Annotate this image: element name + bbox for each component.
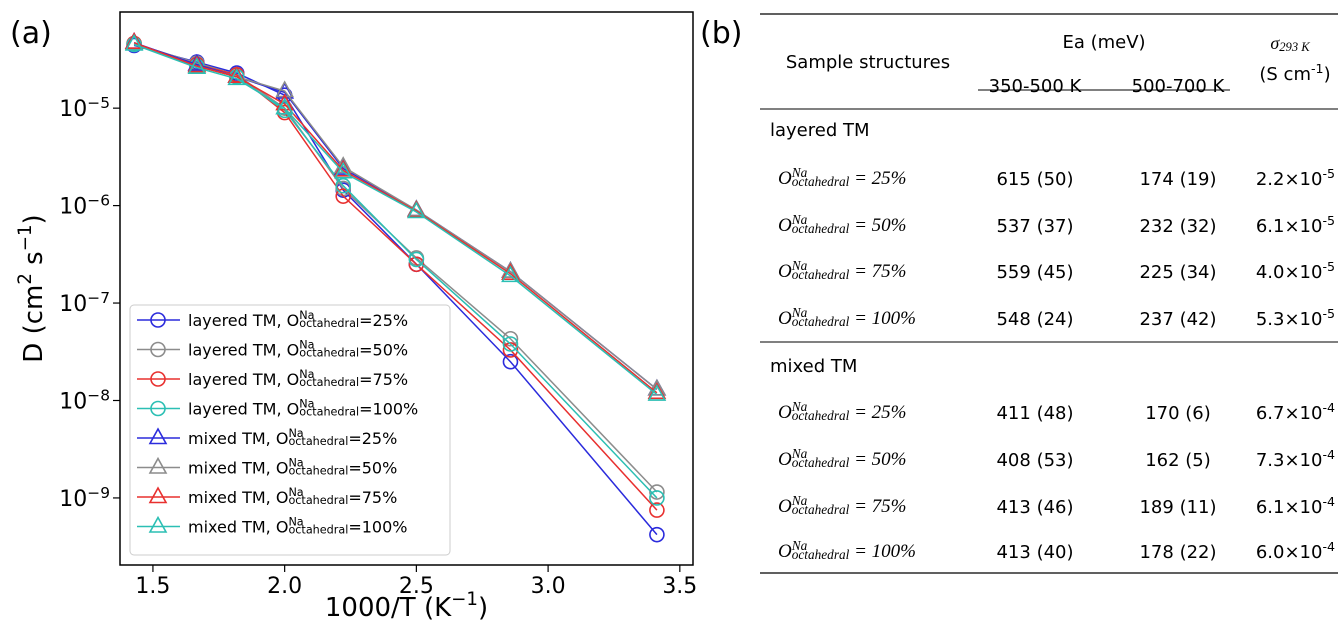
marker — [335, 188, 351, 204]
table-cell: 413 (46) — [996, 497, 1073, 518]
table-header: 350-500 K — [989, 76, 1083, 97]
legend-marker — [150, 312, 166, 328]
table-cell: 548 (24) — [996, 309, 1073, 330]
marker — [407, 201, 426, 219]
table-cell: 225 (34) — [1139, 262, 1216, 283]
x-tick-label: 1.5 — [135, 574, 170, 599]
table-cell: 232 (32) — [1139, 216, 1216, 237]
marker — [408, 251, 425, 268]
legend-marker — [150, 371, 166, 387]
marker — [227, 66, 247, 84]
table-cell: 189 (11) — [1139, 497, 1216, 518]
table-cell: 170 (6) — [1145, 403, 1211, 424]
table-header: (S cm-1) — [1259, 61, 1330, 85]
marker — [502, 342, 519, 358]
legend-marker — [148, 486, 168, 504]
table-cell: 6.1×10-4 — [1256, 494, 1335, 518]
x-tick-label: 3.0 — [531, 574, 566, 599]
table-cell: 559 (45) — [996, 262, 1073, 283]
marker — [333, 161, 353, 179]
x-tick-label: 2.0 — [267, 574, 302, 599]
table-cell: 615 (50) — [996, 169, 1073, 190]
marker — [275, 93, 295, 111]
legend-label: mixed TM, ONa octahedral=50% — [188, 457, 397, 478]
table-cell: 178 (22) — [1139, 542, 1216, 563]
marker — [501, 263, 520, 281]
row-label: ONa octahedral = 50% — [778, 446, 907, 470]
marker — [227, 68, 247, 86]
marker — [647, 383, 667, 401]
row-label: ONa octahedral = 75% — [778, 258, 907, 282]
marker — [649, 484, 665, 500]
marker — [649, 502, 665, 518]
group-title: mixed TM — [770, 356, 857, 377]
marker — [501, 265, 520, 283]
table-cell: 6.0×10-4 — [1256, 539, 1335, 563]
marker — [408, 256, 425, 273]
marker — [649, 490, 665, 506]
marker — [124, 33, 144, 51]
marker — [335, 177, 351, 194]
x-tick-label: 2.5 — [399, 574, 434, 599]
table-cell: 162 (5) — [1145, 450, 1211, 471]
table-cell: 6.7×10-4 — [1256, 400, 1335, 424]
table-cell: 413 (40) — [996, 542, 1073, 563]
table-cell: 6.1×10-5 — [1256, 213, 1335, 237]
row-label: ONa octahedral = 100% — [778, 305, 916, 329]
legend-label: mixed TM, ONa octahedral=25% — [188, 427, 397, 448]
marker — [502, 330, 519, 347]
plot-frame — [119, 11, 694, 566]
legend-label: layered TM, ONa octahedral=50% — [188, 339, 408, 360]
marker — [502, 353, 519, 370]
table-cell: 5.3×10-5 — [1256, 306, 1335, 330]
row-label: ONa octahedral = 100% — [778, 538, 916, 562]
table-header: 500-700 K — [1132, 76, 1226, 97]
table-cell: 411 (48) — [996, 403, 1073, 424]
x-tick-label: 3.5 — [662, 574, 697, 599]
group-title: layered TM — [770, 120, 870, 141]
legend-label: layered TM, ONa octahedral=75% — [188, 368, 408, 389]
table-cell: 2.2×10-5 — [1256, 166, 1335, 190]
marker — [649, 526, 665, 543]
table-cell: 537 (37) — [996, 216, 1073, 237]
legend-box — [129, 304, 451, 556]
table-header: σ293 K — [1270, 33, 1310, 54]
y-axis-label: D (cm2 s−1) — [15, 214, 49, 362]
row-label: ONa octahedral = 25% — [778, 165, 907, 189]
y-tick-label: 10−8 — [59, 386, 110, 414]
y-tick-label: 10−6 — [59, 191, 110, 219]
marker — [502, 336, 519, 352]
y-tick-label: 10−7 — [59, 289, 110, 317]
legend-marker — [150, 400, 166, 417]
table-cell: 174 (19) — [1139, 169, 1216, 190]
legend-marker — [148, 515, 168, 533]
legend-marker — [148, 456, 168, 474]
legend-label: layered TM, ONa octahedral=100% — [188, 398, 418, 419]
marker — [501, 260, 520, 278]
x-axis-label: 1000/T (K−1) — [325, 589, 488, 623]
table-cell: 237 (42) — [1139, 309, 1216, 330]
row-label: ONa octahedral = 50% — [778, 212, 907, 236]
table-cell: 408 (53) — [996, 450, 1073, 471]
table-cell: 4.0×10-5 — [1256, 259, 1335, 283]
legend-marker — [148, 427, 168, 445]
marker — [124, 32, 144, 49]
panel-label: (a) — [10, 16, 52, 51]
legend-label: mixed TM, ONa octahedral=100% — [188, 516, 407, 537]
legend-label: mixed TM, ONa octahedral=75% — [188, 486, 397, 507]
table-header: Sample structures — [786, 52, 950, 73]
table-cell: 7.3×10-4 — [1256, 447, 1335, 471]
legend-marker — [150, 341, 166, 358]
marker — [275, 97, 295, 115]
table-header: Ea (meV) — [1062, 32, 1145, 53]
row-label: ONa octahedral = 25% — [778, 399, 907, 423]
row-label: ONa octahedral = 75% — [778, 493, 907, 517]
y-tick-label: 10−9 — [59, 484, 110, 512]
y-tick-label: 10−5 — [59, 94, 110, 122]
panel-label: (b) — [700, 16, 742, 51]
marker — [647, 378, 667, 396]
legend-label: layered TM, ONa octahedral=25% — [188, 309, 408, 330]
marker — [187, 57, 207, 75]
